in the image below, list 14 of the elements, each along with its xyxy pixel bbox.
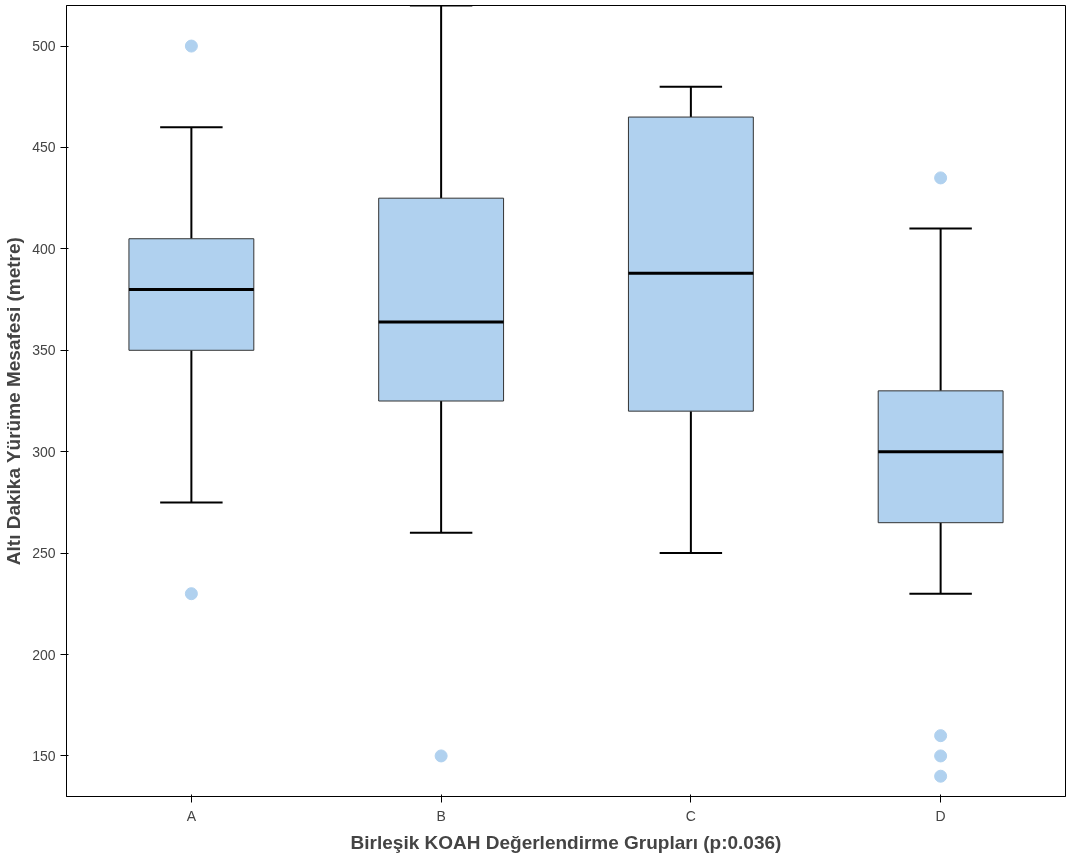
y-tick-label: 350 — [32, 342, 56, 359]
x-tick-label: B — [436, 807, 446, 824]
y-tick-label: 500 — [32, 38, 56, 55]
x-tick-label: D — [935, 807, 946, 824]
y-tick-label: 450 — [32, 139, 56, 156]
x-tick-label: A — [186, 807, 197, 824]
y-tick-label: 400 — [32, 240, 56, 257]
y-tick-label: 250 — [32, 545, 56, 562]
x-axis-title: Birleşik KOAH Değerlendirme Grupları (p:0.036) — [350, 831, 782, 853]
y-tick-label: 200 — [32, 646, 56, 663]
y-tick-label: 150 — [32, 747, 56, 764]
x-tick-label: C — [685, 807, 696, 824]
y-tick-label: 300 — [32, 443, 56, 460]
y-axis-title: Altı Dakika Yürüme Mesafesi (metre) — [3, 237, 25, 566]
